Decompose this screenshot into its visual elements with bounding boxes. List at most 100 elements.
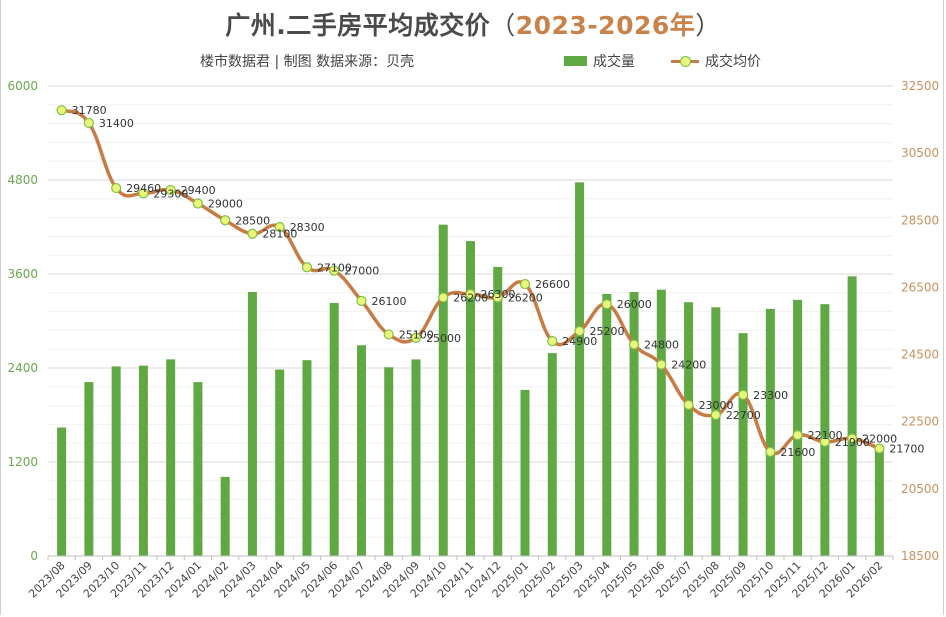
left-axis-tick: 6000 (7, 79, 38, 93)
volume-bar[interactable] (547, 353, 557, 556)
price-data-label: 22100 (808, 429, 843, 442)
volume-bar[interactable] (438, 224, 448, 556)
volume-bar[interactable] (411, 359, 421, 556)
volume-bar[interactable] (302, 360, 312, 556)
right-axis-tick: 18500 (901, 549, 939, 563)
price-data-label: 29000 (208, 198, 243, 211)
price-marker[interactable] (628, 339, 640, 350)
volume-bar[interactable] (466, 241, 475, 556)
volume-bar[interactable] (656, 289, 666, 556)
right-axis-tick: 22500 (901, 415, 939, 429)
volume-bar[interactable] (520, 389, 530, 556)
price-marker[interactable] (819, 436, 830, 447)
right-axis-price: 18500 20500 22500 24500 26500 28500 30500 32500 (901, 79, 939, 563)
title-paren-open: （ (490, 11, 516, 40)
volume-bar[interactable] (111, 366, 121, 556)
volume-bar[interactable] (629, 292, 639, 556)
right-axis-tick: 24500 (901, 348, 939, 362)
price-data-label: 27000 (344, 265, 379, 278)
legend-item-price[interactable]: 成交均价 (671, 51, 761, 71)
right-axis-tick: 32500 (901, 79, 939, 93)
price-data-label: 29300 (153, 187, 188, 200)
price-marker[interactable] (383, 329, 394, 340)
price-data-label: 28300 (290, 221, 325, 234)
price-marker[interactable] (519, 278, 531, 290)
chart-legend: 成交量 成交均价 (564, 51, 797, 71)
volume-bar[interactable] (356, 345, 366, 556)
volume-bar[interactable] (738, 333, 748, 556)
price-marker[interactable] (547, 336, 558, 347)
price-marker[interactable] (874, 443, 885, 454)
price-marker[interactable] (410, 332, 422, 343)
price-marker[interactable] (192, 198, 204, 209)
price-marker[interactable] (247, 228, 258, 239)
volume-bar[interactable] (275, 369, 285, 556)
volume-bar[interactable] (220, 476, 230, 556)
volume-bar[interactable] (847, 276, 857, 556)
price-marker[interactable] (683, 399, 694, 411)
chart-subtitle: 楼市数据君 | 制图 数据来源：贝壳 (200, 54, 415, 70)
price-marker[interactable] (765, 446, 776, 458)
price-data-label: 29400 (181, 184, 216, 197)
price-marker[interactable] (792, 430, 803, 441)
volume-bar[interactable] (602, 293, 612, 556)
price-data-label: 26600 (535, 278, 570, 291)
price-data-label: 26200 (508, 292, 543, 305)
price-data-label: 25000 (426, 332, 461, 345)
price-marker[interactable] (220, 215, 231, 226)
price-data-label: 21700 (889, 443, 924, 456)
legend-item-volume[interactable]: 成交量 (564, 51, 635, 71)
volume-bar[interactable] (684, 302, 694, 556)
price-data-label: 31780 (72, 104, 107, 117)
volume-bar[interactable] (493, 266, 503, 556)
price-data-label: 21600 (780, 446, 815, 459)
price-marker[interactable] (656, 359, 667, 370)
volume-bar[interactable] (138, 365, 148, 556)
price-marker[interactable] (847, 433, 858, 444)
volume-bar[interactable] (793, 299, 803, 556)
price-marker[interactable] (574, 325, 585, 337)
bar-swatch-icon (564, 56, 587, 66)
volume-bar[interactable] (84, 382, 94, 556)
price-marker[interactable] (329, 265, 340, 276)
price-marker[interactable] (601, 299, 612, 310)
price-marker[interactable] (111, 182, 122, 194)
price-marker[interactable] (737, 389, 749, 400)
price-marker[interactable] (465, 289, 476, 300)
price-marker[interactable] (138, 188, 149, 199)
left-axis-tick: 2400 (7, 361, 38, 375)
title-years: 2023-2026年 (515, 11, 696, 40)
price-data-label: 23300 (753, 389, 788, 402)
volume-bar[interactable] (711, 307, 721, 556)
volume-bar[interactable] (765, 308, 775, 556)
line-marker-swatch-icon (671, 55, 699, 67)
volume-bar[interactable] (384, 367, 394, 556)
volume-bar[interactable] (193, 382, 203, 556)
volume-bar[interactable] (874, 448, 884, 556)
price-data-label: 24800 (644, 339, 679, 352)
price-marker[interactable] (83, 117, 94, 129)
volume-bar[interactable] (247, 292, 257, 556)
price-data-label: 24900 (562, 335, 597, 348)
x-axis: 2023/082023/092023/102023/112023/122024/… (26, 555, 894, 600)
volume-bar[interactable] (57, 427, 67, 556)
price-marker[interactable] (492, 292, 503, 303)
price-marker[interactable] (710, 409, 721, 421)
price-data-label: 26100 (371, 295, 406, 308)
price-marker[interactable] (356, 295, 367, 306)
price-marker[interactable] (438, 292, 449, 303)
price-data-label: 25200 (590, 325, 625, 338)
volume-bar[interactable] (166, 359, 176, 556)
price-marker[interactable] (301, 262, 313, 273)
price-marker[interactable] (56, 105, 67, 116)
volume-bar[interactable] (575, 182, 585, 556)
price-data-label: 28100 (262, 228, 297, 241)
price-marker[interactable] (165, 184, 176, 196)
volume-bar[interactable] (820, 304, 830, 556)
price-data-label: 23000 (699, 399, 734, 412)
price-data-label: 22700 (726, 409, 761, 422)
volume-bar[interactable] (329, 302, 339, 556)
price-marker[interactable] (274, 221, 285, 233)
price-data-label: 29460 (126, 182, 161, 195)
